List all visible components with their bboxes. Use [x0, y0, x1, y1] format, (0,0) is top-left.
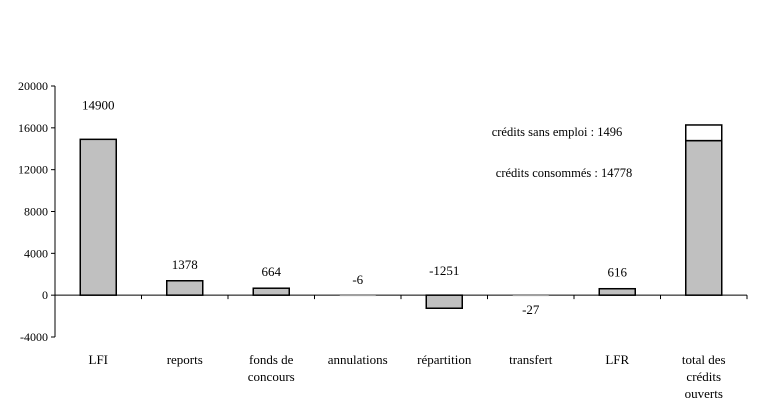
bar-consumed: [685, 139, 723, 296]
y-tick-label: -4000: [20, 330, 48, 344]
y-tick-label: 8000: [24, 205, 48, 219]
bar: [512, 295, 549, 297]
category-labels: LFI reports fonds de concours annulations rép…: [89, 352, 726, 401]
data-label: -1251: [429, 263, 459, 278]
bar: [425, 294, 463, 310]
y-tick-label: 20000: [18, 79, 48, 93]
category-label: transfert: [509, 352, 553, 367]
data-label: -27: [522, 302, 540, 317]
y-tick-label: 16000: [18, 121, 48, 135]
data-label: 14900: [82, 97, 115, 112]
y-axis: 20000 16000 12000 8000 4000 0 -4000: [18, 79, 748, 344]
data-labels: 14900 1378 664 -6 -1251 -27 616: [82, 97, 628, 317]
data-label: -6: [352, 272, 363, 287]
category-label: total des crédits ouverts: [682, 352, 726, 401]
data-label: 1378: [172, 257, 198, 272]
category-label: fonds de concours: [248, 352, 295, 384]
category-label: annulations: [328, 352, 388, 367]
bar: [339, 295, 376, 297]
y-tick-label: 12000: [18, 163, 48, 177]
annotation-unused: crédits sans emploi : 1496: [492, 125, 623, 139]
y-tick-label: 0: [42, 288, 48, 302]
category-label: LFI: [89, 352, 109, 367]
bar-unused: [685, 124, 723, 142]
category-label: répartition: [417, 352, 472, 367]
category-label: reports: [167, 352, 203, 367]
category-label: LFR: [605, 352, 629, 367]
bar: [598, 287, 636, 296]
bar: [79, 138, 117, 296]
annotation-consumed: crédits consommés : 14778: [496, 166, 632, 180]
bar: [166, 280, 204, 296]
y-tick-label: 4000: [24, 246, 48, 260]
data-label: 616: [608, 265, 628, 280]
data-label: 664: [262, 264, 282, 279]
bar: [252, 287, 290, 296]
bars: [79, 124, 723, 310]
